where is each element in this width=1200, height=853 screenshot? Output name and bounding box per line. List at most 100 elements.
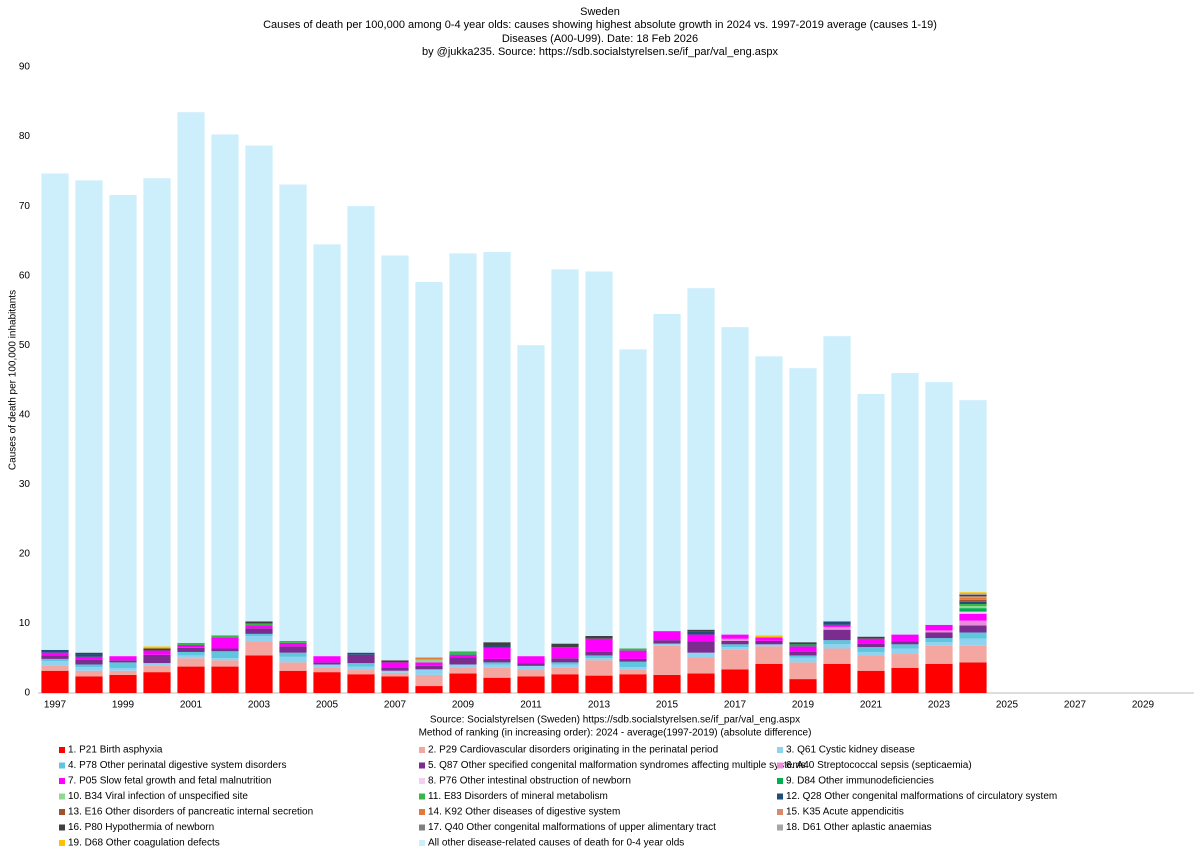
bar-segment <box>687 634 715 642</box>
legend-label: 15. K35 Acute appendicitis <box>786 807 904 818</box>
bar-segment <box>279 184 307 641</box>
bar-segment <box>483 645 511 648</box>
legend-label: 10. B34 Viral infection of unspecified s… <box>68 791 248 802</box>
bar-segment <box>347 674 375 693</box>
chart-title: Sweden <box>580 6 620 18</box>
bar-segment <box>551 269 579 644</box>
bar-segment <box>551 664 579 668</box>
bar-segment <box>75 180 103 653</box>
x-tick-label: 2003 <box>248 700 271 711</box>
legend-label: 1. P21 Birth asphyxia <box>68 745 163 756</box>
bar-segment <box>789 679 817 693</box>
bar-segment <box>687 631 715 635</box>
bar-segment <box>381 676 409 693</box>
bar-segment <box>653 674 681 693</box>
bar-segment <box>789 644 817 647</box>
bar-segment <box>245 625 273 629</box>
bar-segment <box>721 669 749 693</box>
bar-segment <box>211 651 239 659</box>
bar-segment <box>449 667 477 674</box>
bar-segment <box>415 686 443 693</box>
bar-segment <box>789 646 817 652</box>
bar-segment <box>245 633 273 636</box>
bar-segment <box>245 621 273 624</box>
bar-segment <box>517 670 545 677</box>
bar-segment <box>823 663 851 693</box>
x-tick-label: 2021 <box>860 700 883 711</box>
legend-swatch <box>59 778 65 784</box>
bar-segment <box>619 667 647 670</box>
bar-segment <box>41 665 69 671</box>
legend-swatch <box>419 824 425 831</box>
bar-segment <box>415 674 443 687</box>
bar-segment <box>143 648 171 651</box>
bar-segment <box>925 642 953 646</box>
legend-label: 6. A40 Streptococcal sepsis (septicaemia… <box>786 760 972 771</box>
legend-label: 18. D61 Other aplastic anaemias <box>786 822 932 833</box>
bar-segment <box>925 638 953 643</box>
bar-segment <box>959 594 987 597</box>
bar-segment <box>313 244 341 657</box>
legend-swatch <box>59 762 65 769</box>
bar-segment <box>211 635 239 638</box>
bar-segment <box>143 665 171 673</box>
bar-segment <box>823 648 851 664</box>
bar-segment <box>347 206 375 653</box>
x-tick-label: 2011 <box>520 700 542 711</box>
bar-segment <box>789 642 817 645</box>
bar-segment <box>415 662 443 666</box>
bar-segment <box>211 134 239 636</box>
legend-label: 14. K92 Other diseases of digestive syst… <box>428 807 620 818</box>
bar-segment <box>959 596 987 598</box>
bar-segment <box>959 613 987 621</box>
bar-segment <box>857 670 885 693</box>
bar-segment <box>41 652 69 656</box>
bar-segment <box>959 592 987 594</box>
legend-swatch <box>419 747 425 753</box>
bar-segment <box>891 641 919 645</box>
bar-segment <box>619 669 647 675</box>
bar-segment <box>653 645 681 675</box>
x-tick-label: 1999 <box>112 700 135 711</box>
bar-segment <box>721 638 749 641</box>
x-tick-label: 2007 <box>384 700 407 711</box>
bar-segment <box>959 625 987 633</box>
bar-segment <box>41 670 69 693</box>
bar-segment <box>177 658 205 667</box>
legend-swatch <box>59 824 65 831</box>
x-tick-label: 2029 <box>1132 700 1155 711</box>
bar-segment <box>517 665 545 671</box>
legend-label: 2. P29 Cardiovascular disorders originat… <box>428 745 718 756</box>
x-tick-label: 2019 <box>792 700 815 711</box>
bar-segment <box>177 642 205 646</box>
bar-segment <box>347 652 375 655</box>
bar-segment <box>381 255 409 661</box>
bar-segment <box>381 667 409 671</box>
bar-segment <box>381 672 409 677</box>
bar-segment <box>585 638 613 652</box>
bar-segment <box>619 674 647 693</box>
bar-segment <box>789 368 817 643</box>
bar-segment <box>687 629 715 632</box>
bar-segment <box>415 665 443 670</box>
bar-segment <box>959 638 987 646</box>
bar-segment <box>585 635 613 639</box>
bar-segment <box>449 654 477 658</box>
bar-segment <box>891 648 919 655</box>
bar-segment <box>109 662 137 668</box>
bar-segment <box>653 313 681 632</box>
bar-segment <box>619 661 647 668</box>
bar-segment <box>109 660 137 663</box>
bar-segment <box>687 652 715 658</box>
bar-segment <box>177 112 205 643</box>
bar-segment <box>857 643 885 648</box>
bar-segment <box>619 658 647 662</box>
bar-segment <box>551 662 579 665</box>
bar-segment <box>517 663 545 666</box>
bar-segment <box>109 667 137 671</box>
bar-segment <box>211 637 239 649</box>
source-note: Source: Socialstyrelsen (Sweden) https:/… <box>430 715 800 726</box>
legend-label: 17. Q40 Other congenital malformations o… <box>428 822 716 833</box>
bar-segment <box>75 654 103 657</box>
bar-segment <box>211 666 239 693</box>
